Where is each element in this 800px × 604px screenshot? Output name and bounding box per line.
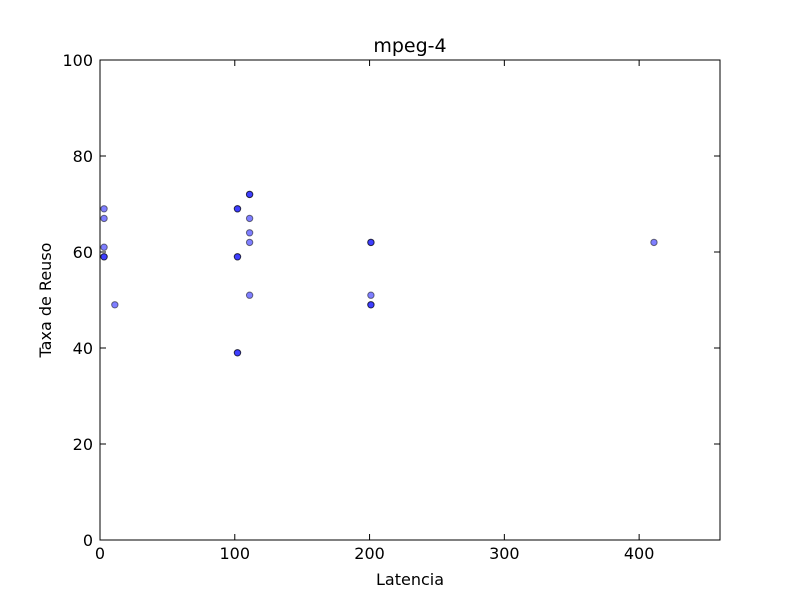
y-tick-label: 40 [73,339,93,358]
y-axis-ticks: 0 20 40 60 80 100 [62,51,720,550]
x-axis-ticks: 0 100 200 300 400 [95,60,654,563]
data-point [111,301,119,309]
data-point [367,301,375,309]
data-point [233,349,242,357]
data-point [245,229,254,237]
y-tick-label: 60 [73,243,93,262]
data-point [100,253,108,261]
x-tick-label: 200 [354,544,385,563]
data-point [245,238,254,247]
y-tick-label: 20 [73,435,93,454]
x-tick-label: 300 [489,544,520,563]
data-point [367,291,375,299]
plot-frame [99,59,721,541]
data-point [233,205,242,213]
data-point [100,243,108,251]
data-point [100,205,108,213]
x-axis-label: Latencia [376,570,444,589]
y-axis-label: Taxa de Reuso [36,243,55,359]
x-tick-label: 100 [220,544,251,563]
y-tick-label: 100 [62,51,93,70]
data-point [100,214,108,223]
y-tick-label: 80 [73,147,93,166]
chart-title: mpeg-4 [373,35,446,57]
data-point [367,238,375,247]
data-point [245,214,254,223]
data-point [233,253,242,261]
y-tick-label: 0 [83,531,93,550]
data-point [245,291,254,299]
data-point [245,190,254,199]
data-point [650,238,658,247]
x-tick-label: 0 [95,544,105,563]
x-tick-label: 400 [624,544,655,563]
data-points [100,190,658,357]
